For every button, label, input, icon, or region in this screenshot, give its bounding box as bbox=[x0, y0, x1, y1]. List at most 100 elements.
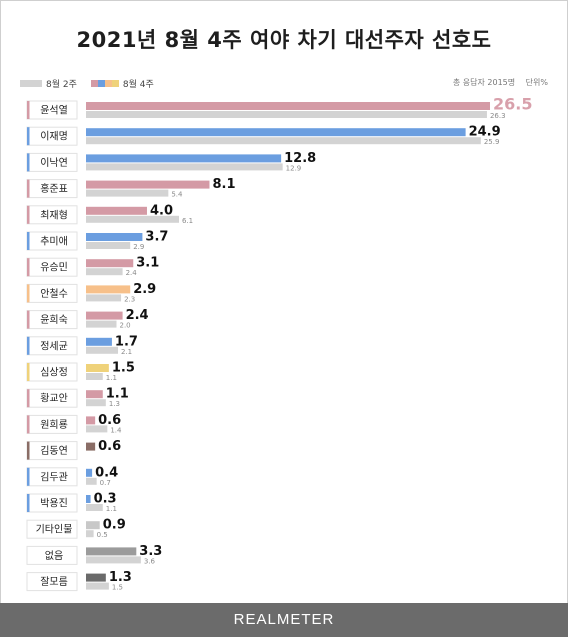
value-label-previous: 3.6 bbox=[144, 557, 156, 565]
category-label: 김두관 bbox=[40, 471, 68, 483]
value-label-previous: 1.4 bbox=[110, 426, 122, 434]
legend-swatch-cur-3 bbox=[104, 79, 112, 87]
category-label: 최재형 bbox=[40, 209, 68, 221]
value-label-previous: 1.5 bbox=[112, 584, 123, 592]
bar-previous bbox=[86, 530, 94, 538]
party-marker bbox=[27, 467, 30, 486]
party-marker bbox=[27, 284, 30, 303]
brand-logo: REALMETER bbox=[233, 611, 335, 628]
value-label-current: 2.4 bbox=[126, 308, 149, 323]
bar-current bbox=[86, 416, 96, 425]
sample-size-note: 총 응답자 2015명 bbox=[452, 78, 516, 87]
category-label-box bbox=[26, 545, 78, 565]
category-label-box bbox=[26, 572, 78, 592]
bar-current bbox=[86, 259, 134, 268]
value-label-previous: 2.4 bbox=[126, 269, 138, 277]
bar-previous bbox=[86, 425, 108, 433]
value-label-previous: 26.3 bbox=[490, 112, 506, 120]
bar-previous bbox=[86, 399, 106, 407]
category-label: 기타인물 bbox=[36, 524, 73, 536]
category-label: 박용진 bbox=[40, 498, 68, 510]
party-marker bbox=[27, 205, 30, 224]
value-label-previous: 5.4 bbox=[171, 191, 183, 199]
value-label-current: 3.1 bbox=[136, 256, 159, 271]
category-label: 홍준표 bbox=[40, 182, 68, 195]
value-label-current: 3.3 bbox=[139, 544, 162, 559]
footer-bar: REALMETER bbox=[0, 603, 568, 637]
category-label: 없음 bbox=[45, 549, 63, 562]
bar-current bbox=[86, 285, 131, 294]
value-label-previous: 2.3 bbox=[124, 295, 135, 303]
value-label-previous: 2.1 bbox=[121, 348, 132, 356]
party-marker bbox=[27, 127, 30, 146]
category-label: 추미애 bbox=[40, 236, 68, 248]
bar-previous bbox=[86, 268, 123, 276]
value-label-previous: 25.9 bbox=[484, 138, 500, 146]
bar-previous bbox=[86, 320, 117, 328]
legend-swatch-previous bbox=[20, 79, 42, 87]
bar-current bbox=[86, 180, 210, 189]
bar-previous bbox=[86, 189, 169, 197]
bar-previous bbox=[86, 294, 122, 302]
legend-swatch-cur-1 bbox=[90, 79, 98, 87]
bar-current bbox=[86, 154, 282, 163]
legend-swatch-cur-4 bbox=[111, 79, 119, 87]
value-label-current: 26.5 bbox=[493, 95, 532, 114]
value-label-current: 0.4 bbox=[95, 465, 118, 480]
party-marker bbox=[27, 153, 30, 172]
party-marker bbox=[27, 258, 30, 277]
value-label-current: 1.3 bbox=[109, 570, 132, 585]
bar-current bbox=[86, 495, 91, 503]
bar-current bbox=[86, 390, 103, 399]
party-marker bbox=[27, 363, 30, 381]
bar-previous bbox=[86, 163, 283, 171]
bar-previous bbox=[86, 582, 109, 590]
legend-label-previous: 8월 2주 bbox=[46, 79, 77, 90]
value-label-current: 0.6 bbox=[98, 413, 121, 428]
value-label-previous: 1.1 bbox=[106, 374, 117, 382]
value-label-previous: 1.3 bbox=[109, 400, 120, 408]
party-marker bbox=[27, 179, 30, 198]
value-label-current: 4.0 bbox=[150, 203, 173, 218]
party-marker bbox=[27, 389, 30, 408]
bar-previous bbox=[86, 242, 131, 249]
bar-current bbox=[86, 364, 109, 372]
party-marker bbox=[27, 101, 30, 119]
bar-previous bbox=[86, 111, 487, 118]
bar-current bbox=[86, 233, 143, 241]
value-label-current: 2.9 bbox=[133, 282, 156, 297]
value-label-current: 3.7 bbox=[145, 230, 168, 245]
bar-previous bbox=[86, 346, 119, 354]
category-label: 심상정 bbox=[40, 367, 68, 379]
bar-current bbox=[86, 521, 100, 530]
value-label-current: 0.3 bbox=[94, 492, 117, 507]
value-label-current: 0.9 bbox=[103, 518, 126, 533]
category-label: 유승민 bbox=[40, 262, 68, 274]
bar-current bbox=[86, 206, 147, 215]
bar-previous bbox=[86, 373, 103, 380]
category-label: 이낙연 bbox=[40, 157, 68, 169]
bar-current bbox=[86, 128, 466, 137]
value-label-previous: 6.1 bbox=[182, 217, 193, 225]
bar-current bbox=[86, 311, 123, 320]
bar-current bbox=[86, 102, 490, 110]
legend-swatch-cur-2 bbox=[97, 79, 105, 87]
category-label: 정세균 bbox=[40, 340, 68, 352]
bar-current bbox=[86, 337, 112, 346]
category-label: 윤희숙 bbox=[40, 314, 68, 326]
party-marker bbox=[27, 494, 30, 512]
bar-previous bbox=[86, 556, 141, 564]
bar-current bbox=[86, 442, 96, 451]
legend-swatch-current bbox=[90, 79, 119, 87]
category-label: 이재명 bbox=[40, 131, 68, 143]
value-label-previous: 2.0 bbox=[119, 322, 130, 330]
value-label-current: 8.1 bbox=[212, 177, 235, 192]
bar-previous bbox=[86, 137, 481, 145]
value-label-previous: 12.9 bbox=[286, 164, 302, 172]
bar-previous bbox=[86, 477, 97, 485]
value-label-previous: 1.1 bbox=[106, 505, 117, 513]
legend-label-current: 8월 4주 bbox=[122, 79, 154, 90]
value-label-current: 1.1 bbox=[106, 387, 129, 402]
party-marker bbox=[27, 415, 30, 434]
